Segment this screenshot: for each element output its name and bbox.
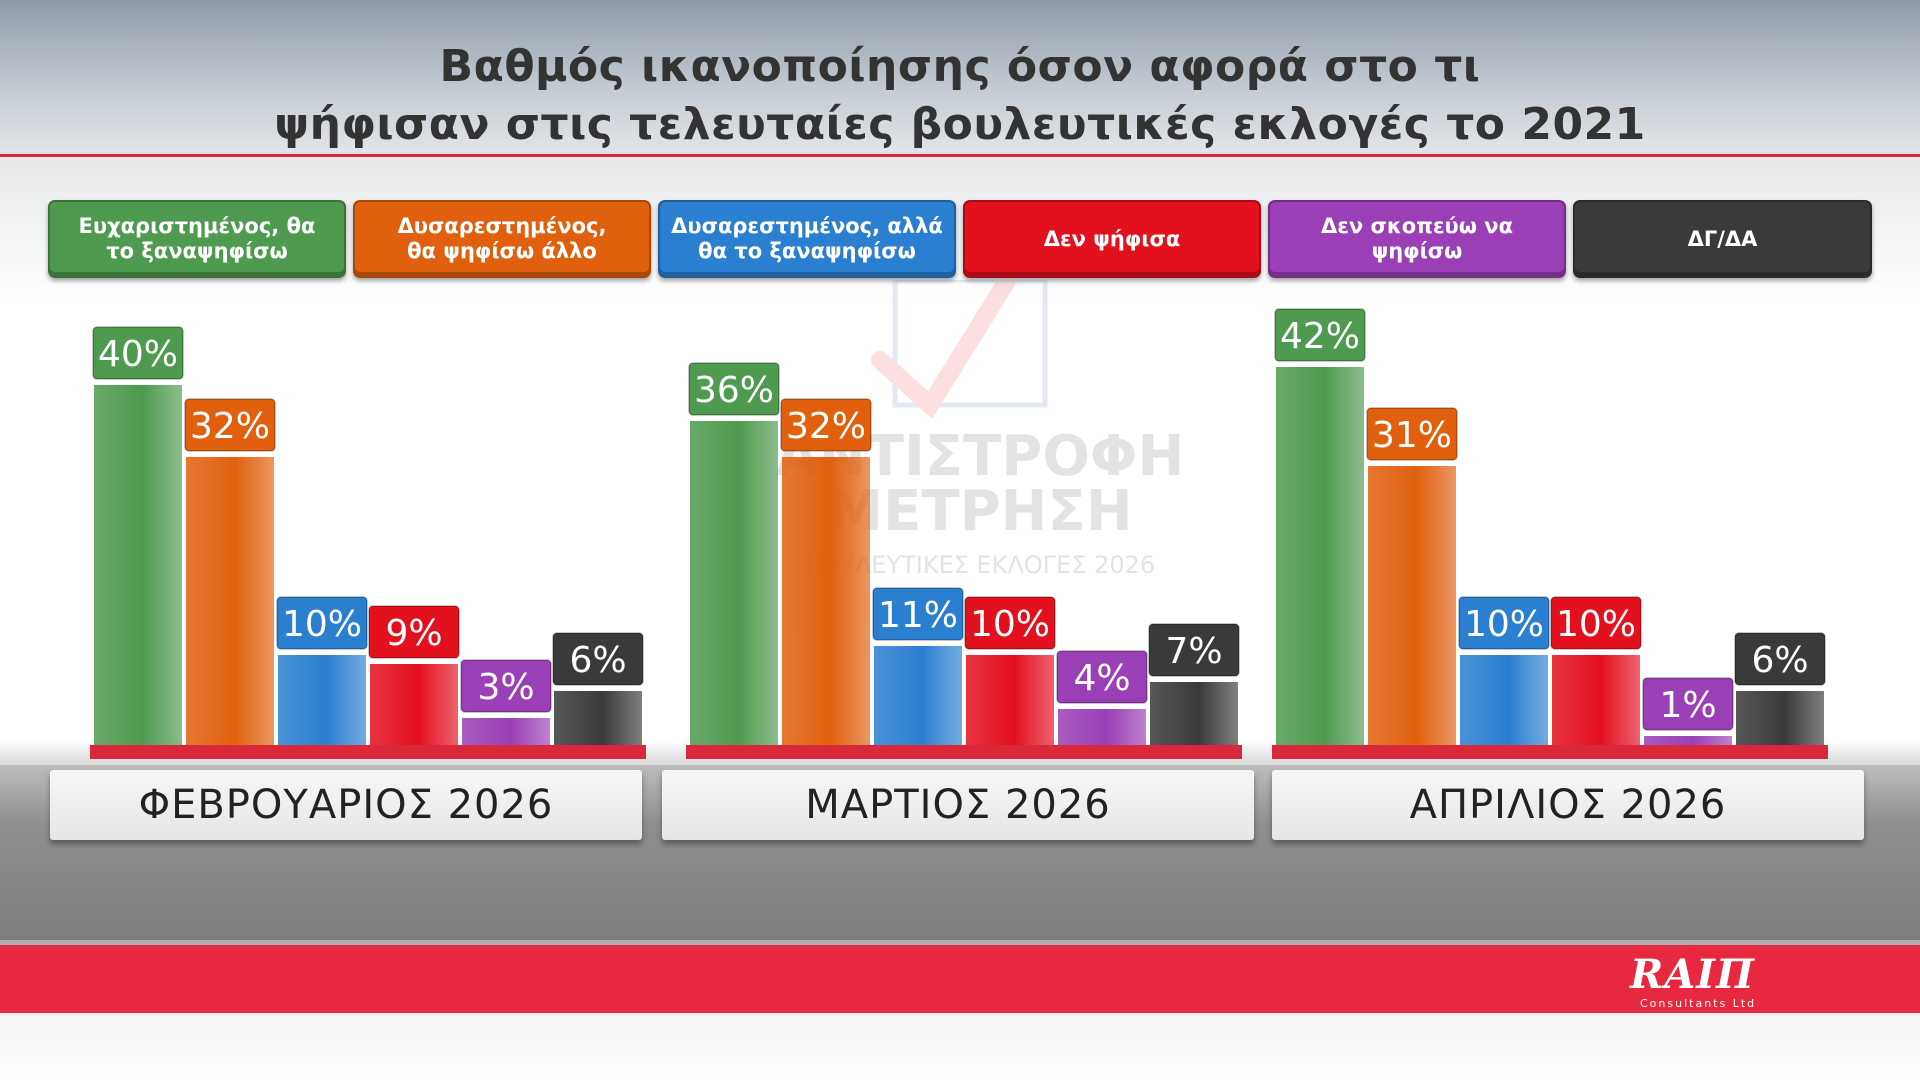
data-label-box-dissatisfied-other-april xyxy=(1366,407,1458,461)
data-label-satisfied-february: 40% xyxy=(98,334,178,375)
data-label-box-did-not-vote-february xyxy=(368,605,460,659)
bar-satisfied-march xyxy=(690,421,778,745)
checkmark-icon xyxy=(871,280,1019,419)
legend-label-line1: Δεν σκοπεύω να xyxy=(1320,214,1514,238)
legend-item-did-not-vote: Δεν ψήφισα xyxy=(963,200,1261,278)
data-label-will-not-vote-march: 4% xyxy=(1073,658,1130,699)
chart-title: Βαθμός ικανοποίησης όσον αφορά στο τι ψή… xyxy=(0,38,1920,154)
bar-dissatisfied-other-april xyxy=(1368,466,1456,745)
bar-satisfied-april xyxy=(1276,367,1364,745)
data-label-dissatisfied-same-march: 11% xyxy=(878,595,958,636)
data-label-box-satisfied-february xyxy=(92,326,184,380)
data-label-did-not-vote-april: 10% xyxy=(1556,604,1636,645)
data-label-box-dissatisfied-other-february xyxy=(184,398,276,452)
ballot-box-icon xyxy=(892,280,1048,408)
chart-title-line2: ψήφισαν στις τελευταίες βουλευτικές εκλο… xyxy=(274,99,1646,150)
bar-dissatisfied-same-february xyxy=(278,655,366,745)
data-label-box-satisfied-march xyxy=(688,362,780,416)
data-label-dissatisfied-other-april: 31% xyxy=(1372,415,1452,456)
bar-dissatisfied-same-march xyxy=(874,646,962,745)
bar-did-not-vote-march xyxy=(966,655,1054,745)
bar-group-base-april xyxy=(1272,745,1828,759)
category-label-text: ΑΠΡΙΛΙΟΣ 2026 xyxy=(1409,782,1727,828)
bar-will-not-vote-february xyxy=(462,718,550,745)
footer-bottom xyxy=(0,1013,1920,1080)
data-label-did-not-vote-february: 9% xyxy=(385,613,442,654)
data-label-box-dk-na-february xyxy=(552,632,644,686)
data-label-box-dissatisfied-same-february xyxy=(276,596,368,650)
data-label-did-not-vote-march: 10% xyxy=(970,604,1050,645)
data-label-dk-na-march: 7% xyxy=(1165,631,1222,672)
legend-item-dk-na: ΔΓ/ΔΑ xyxy=(1573,200,1872,278)
data-label-dissatisfied-same-february: 10% xyxy=(282,604,362,645)
category-label-february: ΦΕΒΡΟΥΑΡΙΟΣ 2026 xyxy=(50,770,642,840)
data-label-dk-na-february: 6% xyxy=(569,640,626,681)
title-divider xyxy=(0,154,1920,157)
data-label-box-will-not-vote-april xyxy=(1642,677,1734,731)
bar-dk-na-april xyxy=(1736,691,1824,745)
data-label-box-dk-na-april xyxy=(1734,632,1826,686)
chart-title-line1: Βαθμός ικανοποίησης όσον αφορά στο τι xyxy=(439,41,1481,92)
legend: Ευχαριστημένος, θα το ξαναψηφίσω Δυσαρεστ… xyxy=(48,200,1872,280)
legend-item-will-not-vote: Δεν σκοπεύω να ψηφίσω xyxy=(1268,200,1566,278)
logo-subtext: Consultants Ltd xyxy=(1640,997,1757,1010)
data-label-box-did-not-vote-march xyxy=(964,596,1056,650)
legend-label-line1: Ευχαριστημένος, θα xyxy=(78,214,316,238)
legend-label-line1: ΔΓ/ΔΑ xyxy=(1687,226,1758,251)
footer-band xyxy=(0,945,1920,1013)
bar-dissatisfied-other-march xyxy=(782,457,870,745)
legend-item-satisfied: Ευχαριστημένος, θα το ξαναψηφίσω xyxy=(48,200,346,278)
data-label-dissatisfied-other-february: 32% xyxy=(190,406,270,447)
bar-did-not-vote-april xyxy=(1552,655,1640,745)
legend-item-dissatisfied-same: Δυσαρεστημένος, αλλά θα το ξαναψηφίσω xyxy=(658,200,956,278)
bar-satisfied-february xyxy=(94,385,182,745)
data-label-box-dissatisfied-same-march xyxy=(872,587,964,641)
data-label-box-dissatisfied-same-april xyxy=(1458,596,1550,650)
category-label-march: ΜΑΡΤΙΟΣ 2026 xyxy=(662,770,1254,840)
data-label-will-not-vote-april: 1% xyxy=(1659,685,1716,726)
data-label-dk-na-april: 6% xyxy=(1751,640,1808,681)
category-label-april: ΑΠΡΙΛΙΟΣ 2026 xyxy=(1272,770,1864,840)
legend-label-line2: θα ψηφίσω άλλο xyxy=(407,239,597,263)
legend-label-line2: ψηφίσω xyxy=(1371,239,1463,263)
bar-dissatisfied-other-february xyxy=(186,457,274,745)
legend-label-line2: το ξαναψηφίσω xyxy=(106,239,288,263)
legend-label-line1: Δυσαρεστημένος, xyxy=(397,214,607,238)
data-label-box-dissatisfied-other-march xyxy=(780,398,872,452)
data-label-box-did-not-vote-april xyxy=(1550,596,1642,650)
bar-dk-na-february xyxy=(554,691,642,745)
data-label-box-satisfied-april xyxy=(1274,308,1366,362)
data-label-dissatisfied-same-april: 10% xyxy=(1464,604,1544,645)
data-label-dissatisfied-other-march: 32% xyxy=(786,406,866,447)
legend-label-line1: Δεν ψήφισα xyxy=(1043,226,1181,251)
bar-dissatisfied-same-april xyxy=(1460,655,1548,745)
bar-group-base-february xyxy=(90,745,646,759)
bar-group-base-march xyxy=(686,745,1242,759)
category-label-text: ΦΕΒΡΟΥΑΡΙΟΣ 2026 xyxy=(138,782,554,828)
bar-did-not-vote-february xyxy=(370,664,458,745)
watermark-line2: ΜΕΤΡΗΣΗ xyxy=(827,479,1132,544)
logo-text: RAIΠ xyxy=(1630,951,1755,998)
bar-will-not-vote-april xyxy=(1644,736,1732,745)
legend-item-dissatisfied-other: Δυσαρεστημένος, θα ψηφίσω άλλο xyxy=(353,200,651,278)
rain-logo: RAIΠ Consultants Ltd xyxy=(1630,955,1790,1015)
bar-will-not-vote-march xyxy=(1058,709,1146,745)
data-label-will-not-vote-february: 3% xyxy=(477,667,534,708)
data-label-box-dk-na-march xyxy=(1148,623,1240,677)
data-label-satisfied-march: 36% xyxy=(694,370,774,411)
data-label-box-will-not-vote-february xyxy=(460,659,552,713)
category-label-text: ΜΑΡΤΙΟΣ 2026 xyxy=(805,782,1111,828)
bar-dk-na-march xyxy=(1150,682,1238,745)
data-label-satisfied-april: 42% xyxy=(1280,316,1360,357)
data-label-box-will-not-vote-march xyxy=(1056,650,1148,704)
legend-label-line1: Δυσαρεστημένος, αλλά xyxy=(671,214,943,238)
legend-label-line2: θα το ξαναψηφίσω xyxy=(698,239,916,263)
